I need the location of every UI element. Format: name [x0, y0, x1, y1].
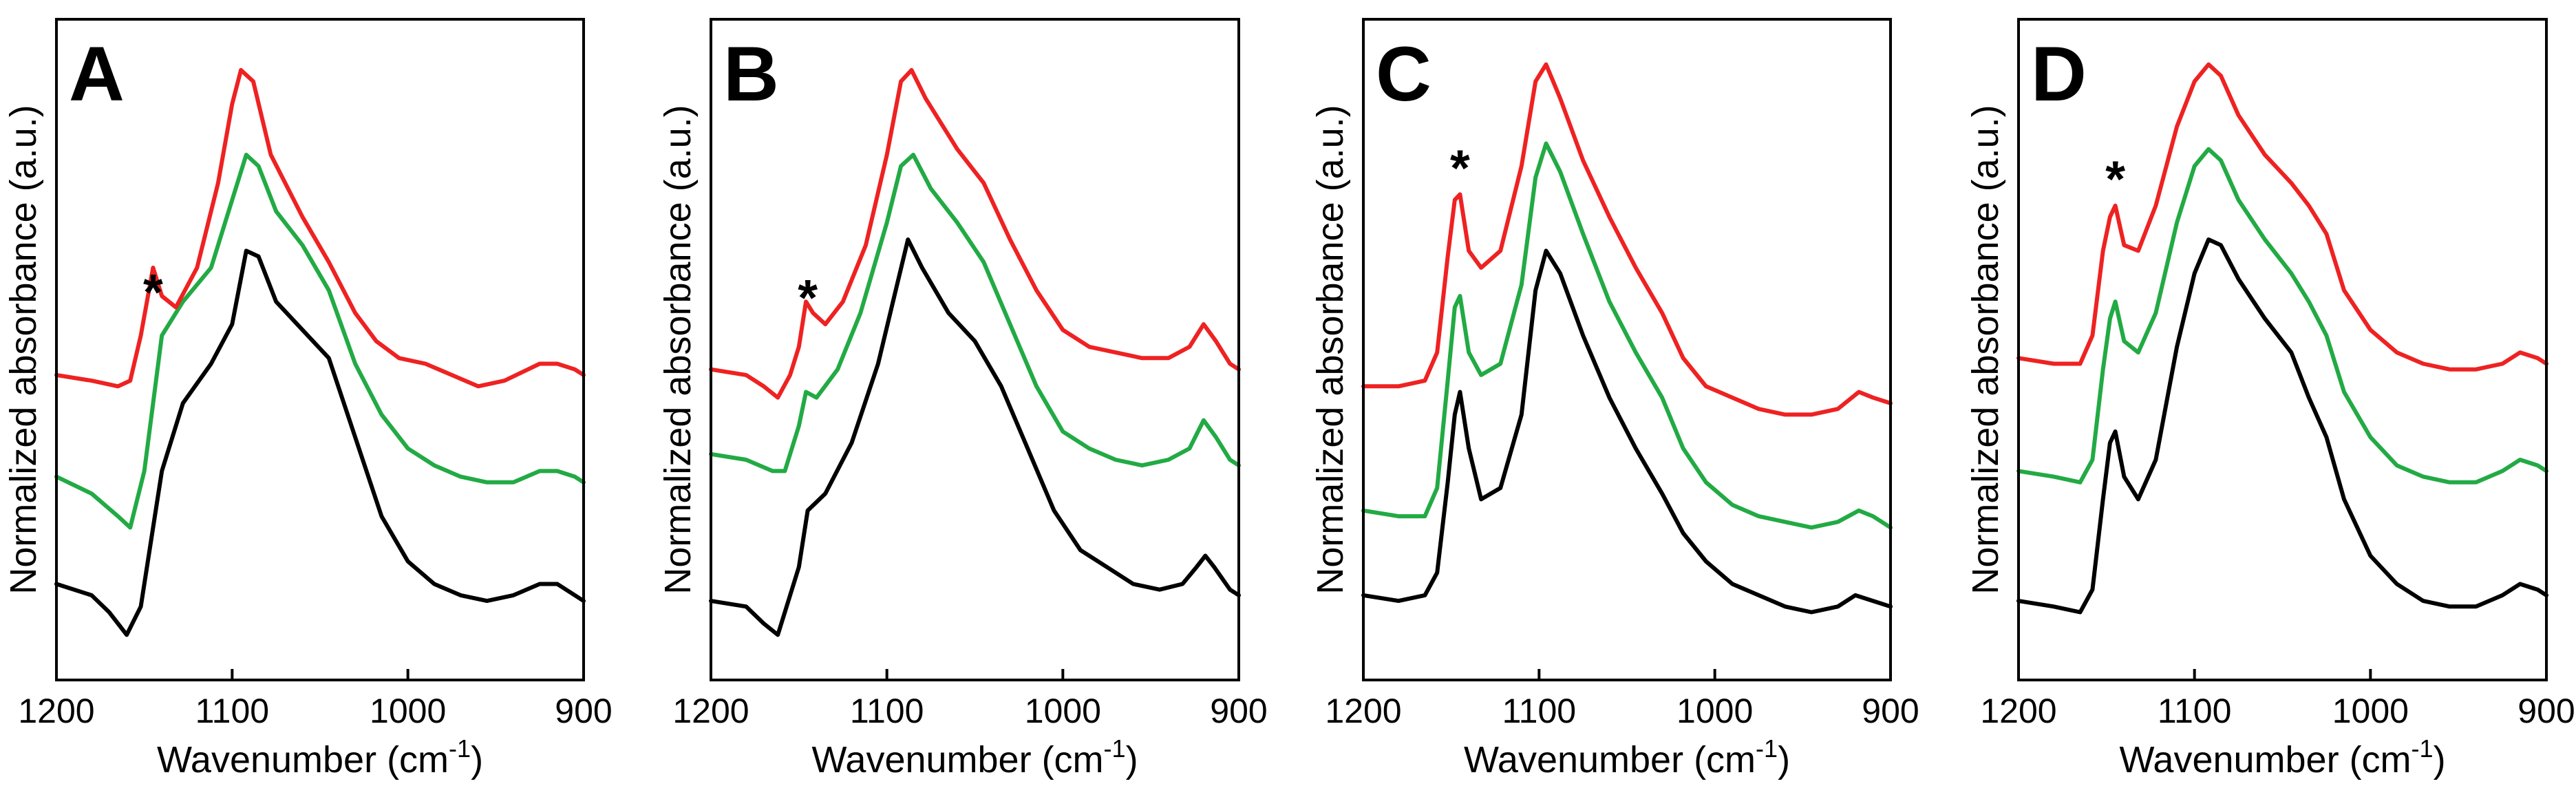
- panel-d: 1200 1100 1000 900 Wavenumber (cm-1) Normaliz…: [1965, 18, 2575, 780]
- x-tick-label: 1100: [195, 692, 270, 730]
- y-axis-title: Normalized absorbance (a.u.): [1310, 105, 1351, 594]
- x-tick-label: 1100: [2158, 692, 2232, 730]
- y-axis-title: Normalized absorbance (a.u.): [1965, 105, 2006, 594]
- x-axis-title: Wavenumber (cm-1): [2119, 734, 2445, 780]
- peak-asterisk: *: [143, 264, 163, 321]
- series-green-line: [2016, 147, 2548, 485]
- plot-frame: [710, 18, 1240, 681]
- x-tick-label: 1100: [1502, 692, 1577, 730]
- x-tick-label: 1100: [850, 692, 924, 730]
- panel-letter: B: [723, 31, 779, 117]
- panel-letter: C: [1376, 31, 1431, 117]
- x-axis-title: Wavenumber (cm-1): [1464, 734, 1790, 780]
- series-green-line: [709, 152, 1241, 474]
- panel-c: 1200 1100 1000 900 Wavenumber (cm-1) Normaliz…: [1310, 18, 1919, 780]
- x-tick-label: 1200: [18, 692, 94, 730]
- x-axis-title: Wavenumber (cm-1): [157, 734, 483, 780]
- panel-letter: A: [69, 31, 125, 117]
- panel-letter: D: [2031, 31, 2087, 117]
- x-tick-label: 900: [555, 692, 612, 730]
- panel-b: 1200 1100 1000 900 Wavenumber (cm-1) Normaliz…: [657, 18, 1268, 780]
- x-tick-label: 900: [1862, 692, 1919, 730]
- series-green-line: [1361, 141, 1893, 530]
- x-tick-label: 1200: [1325, 692, 1401, 730]
- x-axis-title: Wavenumber (cm-1): [811, 734, 1138, 780]
- x-tick-label: 1200: [672, 692, 749, 730]
- peak-asterisk: *: [798, 269, 818, 326]
- peak-asterisk: *: [1450, 139, 1470, 196]
- plot-frame: [1362, 18, 1892, 681]
- series-green-line: [54, 152, 586, 530]
- series-red-line: [1361, 62, 1893, 417]
- series-black-line: [2016, 237, 2548, 615]
- x-tick-label: 1200: [1980, 692, 2056, 730]
- x-tick-label: 1000: [1025, 692, 1101, 730]
- x-tick-label: 900: [2518, 692, 2575, 730]
- series-red-line: [709, 67, 1241, 400]
- x-tick-label: 1000: [2332, 692, 2409, 730]
- y-axis-title: Normalized absorbance (a.u.): [657, 105, 699, 594]
- peak-asterisk: *: [2105, 151, 2125, 208]
- series-red-line: [2016, 62, 2548, 372]
- y-axis-title: Normalized absorbance (a.u.): [3, 105, 44, 594]
- x-tick-label: 900: [1210, 692, 1267, 730]
- series-red-line: [54, 67, 586, 389]
- panel-a: 1200 1100 1000 900 Wavenumber (cm-1) Normaliz…: [3, 18, 613, 780]
- series-black-line: [54, 248, 586, 637]
- x-tick-label: 1000: [1676, 692, 1753, 730]
- series-black-line: [1361, 248, 1893, 615]
- plot-frame: [2017, 18, 2548, 681]
- x-tick-label: 1000: [370, 692, 446, 730]
- series-black-line: [709, 237, 1241, 637]
- plot-frame: [55, 18, 585, 681]
